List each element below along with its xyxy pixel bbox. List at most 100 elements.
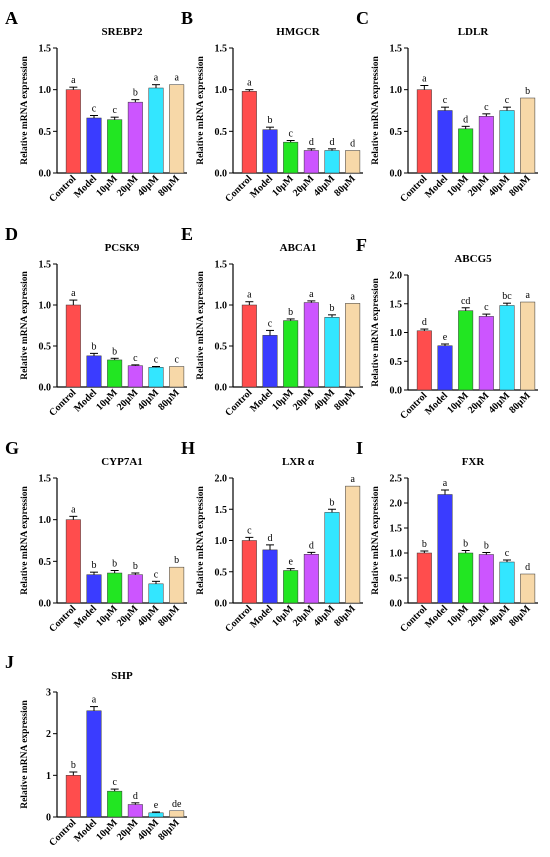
x-tick-label: Model bbox=[423, 173, 450, 200]
y-tick-label: 1.0 bbox=[215, 301, 228, 312]
panel-letter: C bbox=[356, 8, 369, 28]
significance-letter: a bbox=[154, 73, 159, 84]
significance-letter: b bbox=[422, 539, 427, 550]
significance-letter: a bbox=[247, 78, 252, 89]
y-tick-label: 0.0 bbox=[215, 383, 228, 394]
y-axis-label: Relative mRNA expression bbox=[371, 486, 381, 595]
y-tick-label: 0.5 bbox=[215, 127, 228, 138]
x-tick-label: 10μM bbox=[445, 603, 471, 629]
panel-letter: J bbox=[5, 652, 14, 672]
significance-letter: c bbox=[154, 569, 159, 580]
y-tick-label: 2.5 bbox=[390, 474, 403, 485]
x-tick-label: 80μM bbox=[332, 173, 358, 199]
y-tick-label: 0 bbox=[46, 813, 51, 824]
y-tick-label: 0.0 bbox=[215, 169, 228, 180]
y-tick-label: 1.5 bbox=[390, 44, 403, 55]
significance-letter: de bbox=[172, 799, 182, 810]
x-tick-label: 80μM bbox=[156, 173, 182, 199]
bar bbox=[169, 84, 185, 174]
panel-title: PCSK9 bbox=[105, 242, 140, 254]
significance-letter: b bbox=[463, 539, 468, 550]
bar bbox=[478, 116, 494, 174]
y-tick-label: 0.0 bbox=[390, 169, 403, 180]
significance-letter: d bbox=[309, 540, 314, 551]
panel-title: LXR α bbox=[282, 456, 315, 468]
significance-letter: d bbox=[330, 137, 335, 148]
significance-letter: c bbox=[484, 102, 489, 113]
y-tick-label: 0.0 bbox=[39, 599, 52, 610]
bar bbox=[283, 141, 299, 174]
y-axis-label: Relative mRNA expression bbox=[371, 56, 381, 165]
significance-letter: b bbox=[112, 559, 117, 570]
y-tick-label: 0.5 bbox=[390, 357, 403, 368]
y-tick-label: 0.5 bbox=[215, 342, 228, 353]
significance-letter: a bbox=[350, 474, 355, 485]
x-tick-label: 20μM bbox=[291, 603, 317, 629]
bar bbox=[148, 87, 164, 174]
y-tick-label: 1.0 bbox=[215, 85, 228, 96]
panel-letter: I bbox=[356, 438, 363, 458]
significance-letter: bc bbox=[502, 291, 512, 302]
bar bbox=[345, 485, 361, 604]
bar bbox=[458, 552, 474, 604]
x-tick-label: 40μM bbox=[487, 390, 513, 416]
bar bbox=[65, 775, 81, 818]
bar bbox=[169, 810, 185, 818]
bar bbox=[107, 572, 123, 604]
y-axis-label: Relative mRNA expression bbox=[20, 56, 30, 165]
significance-letter: d bbox=[309, 137, 314, 148]
y-tick-label: 1.5 bbox=[39, 474, 52, 485]
panel-h: H LXR α 0.0 0.5 1.0 1.5 2.0 Relative mRNA expre… bbox=[181, 438, 363, 635]
bar bbox=[437, 345, 453, 391]
significance-letter: b bbox=[112, 346, 117, 357]
x-tick-label: 10μM bbox=[445, 390, 471, 416]
significance-letter: c bbox=[154, 355, 159, 366]
significance-letter: b bbox=[484, 541, 489, 552]
x-tick-label: 80μM bbox=[332, 387, 358, 413]
x-tick-label: 40μM bbox=[136, 173, 162, 199]
bar bbox=[169, 566, 185, 604]
x-tick-label: 20μM bbox=[115, 387, 141, 413]
x-tick-label: 40μM bbox=[136, 603, 162, 629]
panel-letter: B bbox=[181, 8, 193, 28]
bar bbox=[303, 150, 319, 174]
panel-d: D PCSK9 0.0 0.5 1.0 1.5 Relative mRNA expressi… bbox=[5, 224, 187, 419]
significance-letter: a bbox=[71, 288, 76, 299]
significance-letter: c bbox=[247, 525, 252, 536]
x-tick-label: 40μM bbox=[312, 173, 338, 199]
bar bbox=[148, 583, 164, 604]
panel-letter: A bbox=[5, 8, 18, 28]
significance-letter: a bbox=[71, 75, 76, 86]
significance-letter: a bbox=[350, 291, 355, 302]
significance-letter: d bbox=[422, 317, 427, 328]
panel-letter: F bbox=[356, 235, 367, 255]
panel-letter: G bbox=[5, 438, 19, 458]
significance-letter: a bbox=[422, 74, 427, 85]
y-tick-label: 1.0 bbox=[215, 536, 228, 547]
x-tick-label: 20μM bbox=[291, 387, 317, 413]
significance-letter: d bbox=[525, 562, 530, 573]
significance-letter: b bbox=[288, 307, 293, 318]
x-tick-label: Model bbox=[248, 387, 275, 414]
bar bbox=[437, 494, 453, 604]
y-tick-label: 0.5 bbox=[390, 127, 403, 138]
x-tick-label: Control bbox=[223, 173, 254, 204]
significance-letter: a bbox=[92, 695, 97, 706]
significance-letter: c bbox=[505, 548, 510, 559]
y-tick-label: 2.0 bbox=[390, 271, 403, 282]
significance-letter: b bbox=[133, 88, 138, 99]
significance-letter: b bbox=[71, 760, 76, 771]
significance-letter: b bbox=[174, 555, 179, 566]
significance-letter: b bbox=[330, 303, 335, 314]
y-tick-label: 0.5 bbox=[390, 574, 403, 585]
x-tick-label: 10μM bbox=[270, 173, 296, 199]
bar bbox=[499, 561, 515, 604]
x-tick-label: 80μM bbox=[156, 817, 182, 843]
x-tick-label: 40μM bbox=[487, 603, 513, 629]
panel-letter: E bbox=[181, 224, 193, 244]
panel-a: A SREBP2 0.0 0.5 1.0 1.5 Relative mRNA express… bbox=[5, 8, 187, 205]
significance-letter: c bbox=[174, 355, 179, 366]
significance-letter: a bbox=[525, 290, 530, 301]
panel-title: HMGCR bbox=[276, 26, 320, 38]
significance-letter: a bbox=[309, 289, 314, 300]
